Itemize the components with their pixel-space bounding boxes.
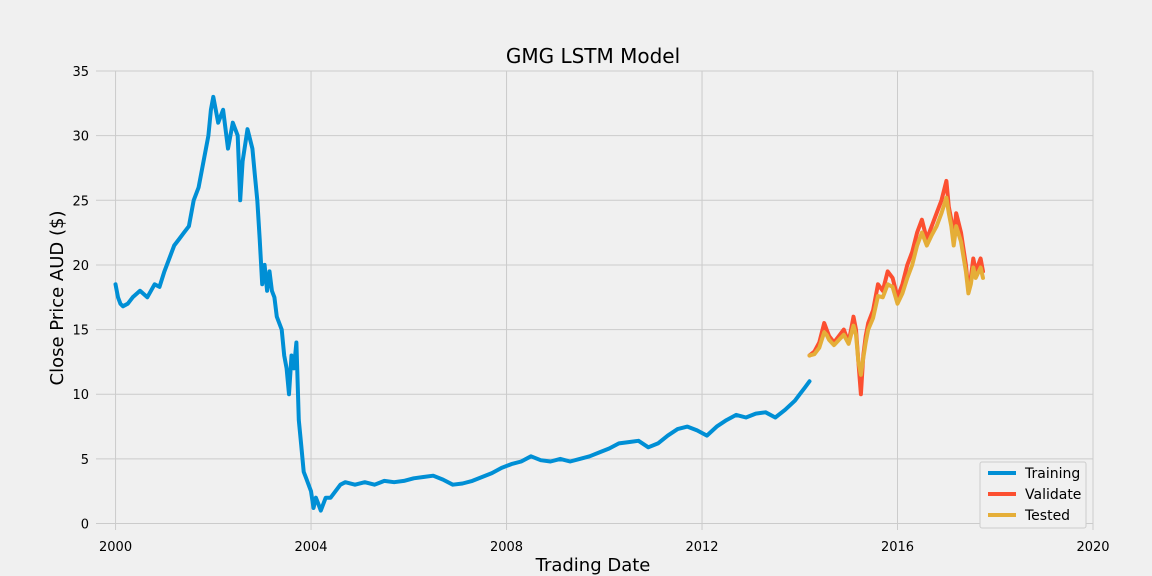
y-tick-label: 15 xyxy=(72,324,89,339)
legend-label-tested: Tested xyxy=(1024,508,1070,524)
y-tick-label: 20 xyxy=(72,259,89,274)
x-tick-label: 2020 xyxy=(1076,540,1109,555)
x-tick-label: 2000 xyxy=(99,540,132,555)
series-line-training xyxy=(113,94,812,513)
y-tick-label: 10 xyxy=(72,388,89,403)
legend-label-training: Training xyxy=(1024,466,1080,482)
legend: Training Validate Tested xyxy=(979,461,1087,529)
tick-labels: 0 5 10 15 20 25 30 35 2000 2004 2008 2012 2016 2020 xyxy=(72,65,1109,555)
x-tick-label: 2016 xyxy=(881,540,914,555)
series-line-validate xyxy=(807,178,985,397)
y-tick-label: 5 xyxy=(81,453,89,468)
legend-label-validate: Validate xyxy=(1025,487,1081,503)
legend-box xyxy=(979,461,1087,529)
y-tick-label: 30 xyxy=(72,130,89,145)
x-axis-label: Trading Date xyxy=(535,555,651,576)
series-lines xyxy=(113,94,985,513)
x-tick-label: 2004 xyxy=(294,540,327,555)
y-tick-label: 0 xyxy=(81,518,89,533)
x-tick-label: 2012 xyxy=(685,540,718,555)
y-tick-label: 35 xyxy=(72,65,89,80)
y-tick-label: 25 xyxy=(72,194,89,209)
chart-title: GMG LSTM Model xyxy=(506,44,680,68)
series-line-tested xyxy=(807,195,985,377)
x-tick-label: 2008 xyxy=(490,540,523,555)
y-axis-label: Close Price AUD ($) xyxy=(47,211,68,386)
